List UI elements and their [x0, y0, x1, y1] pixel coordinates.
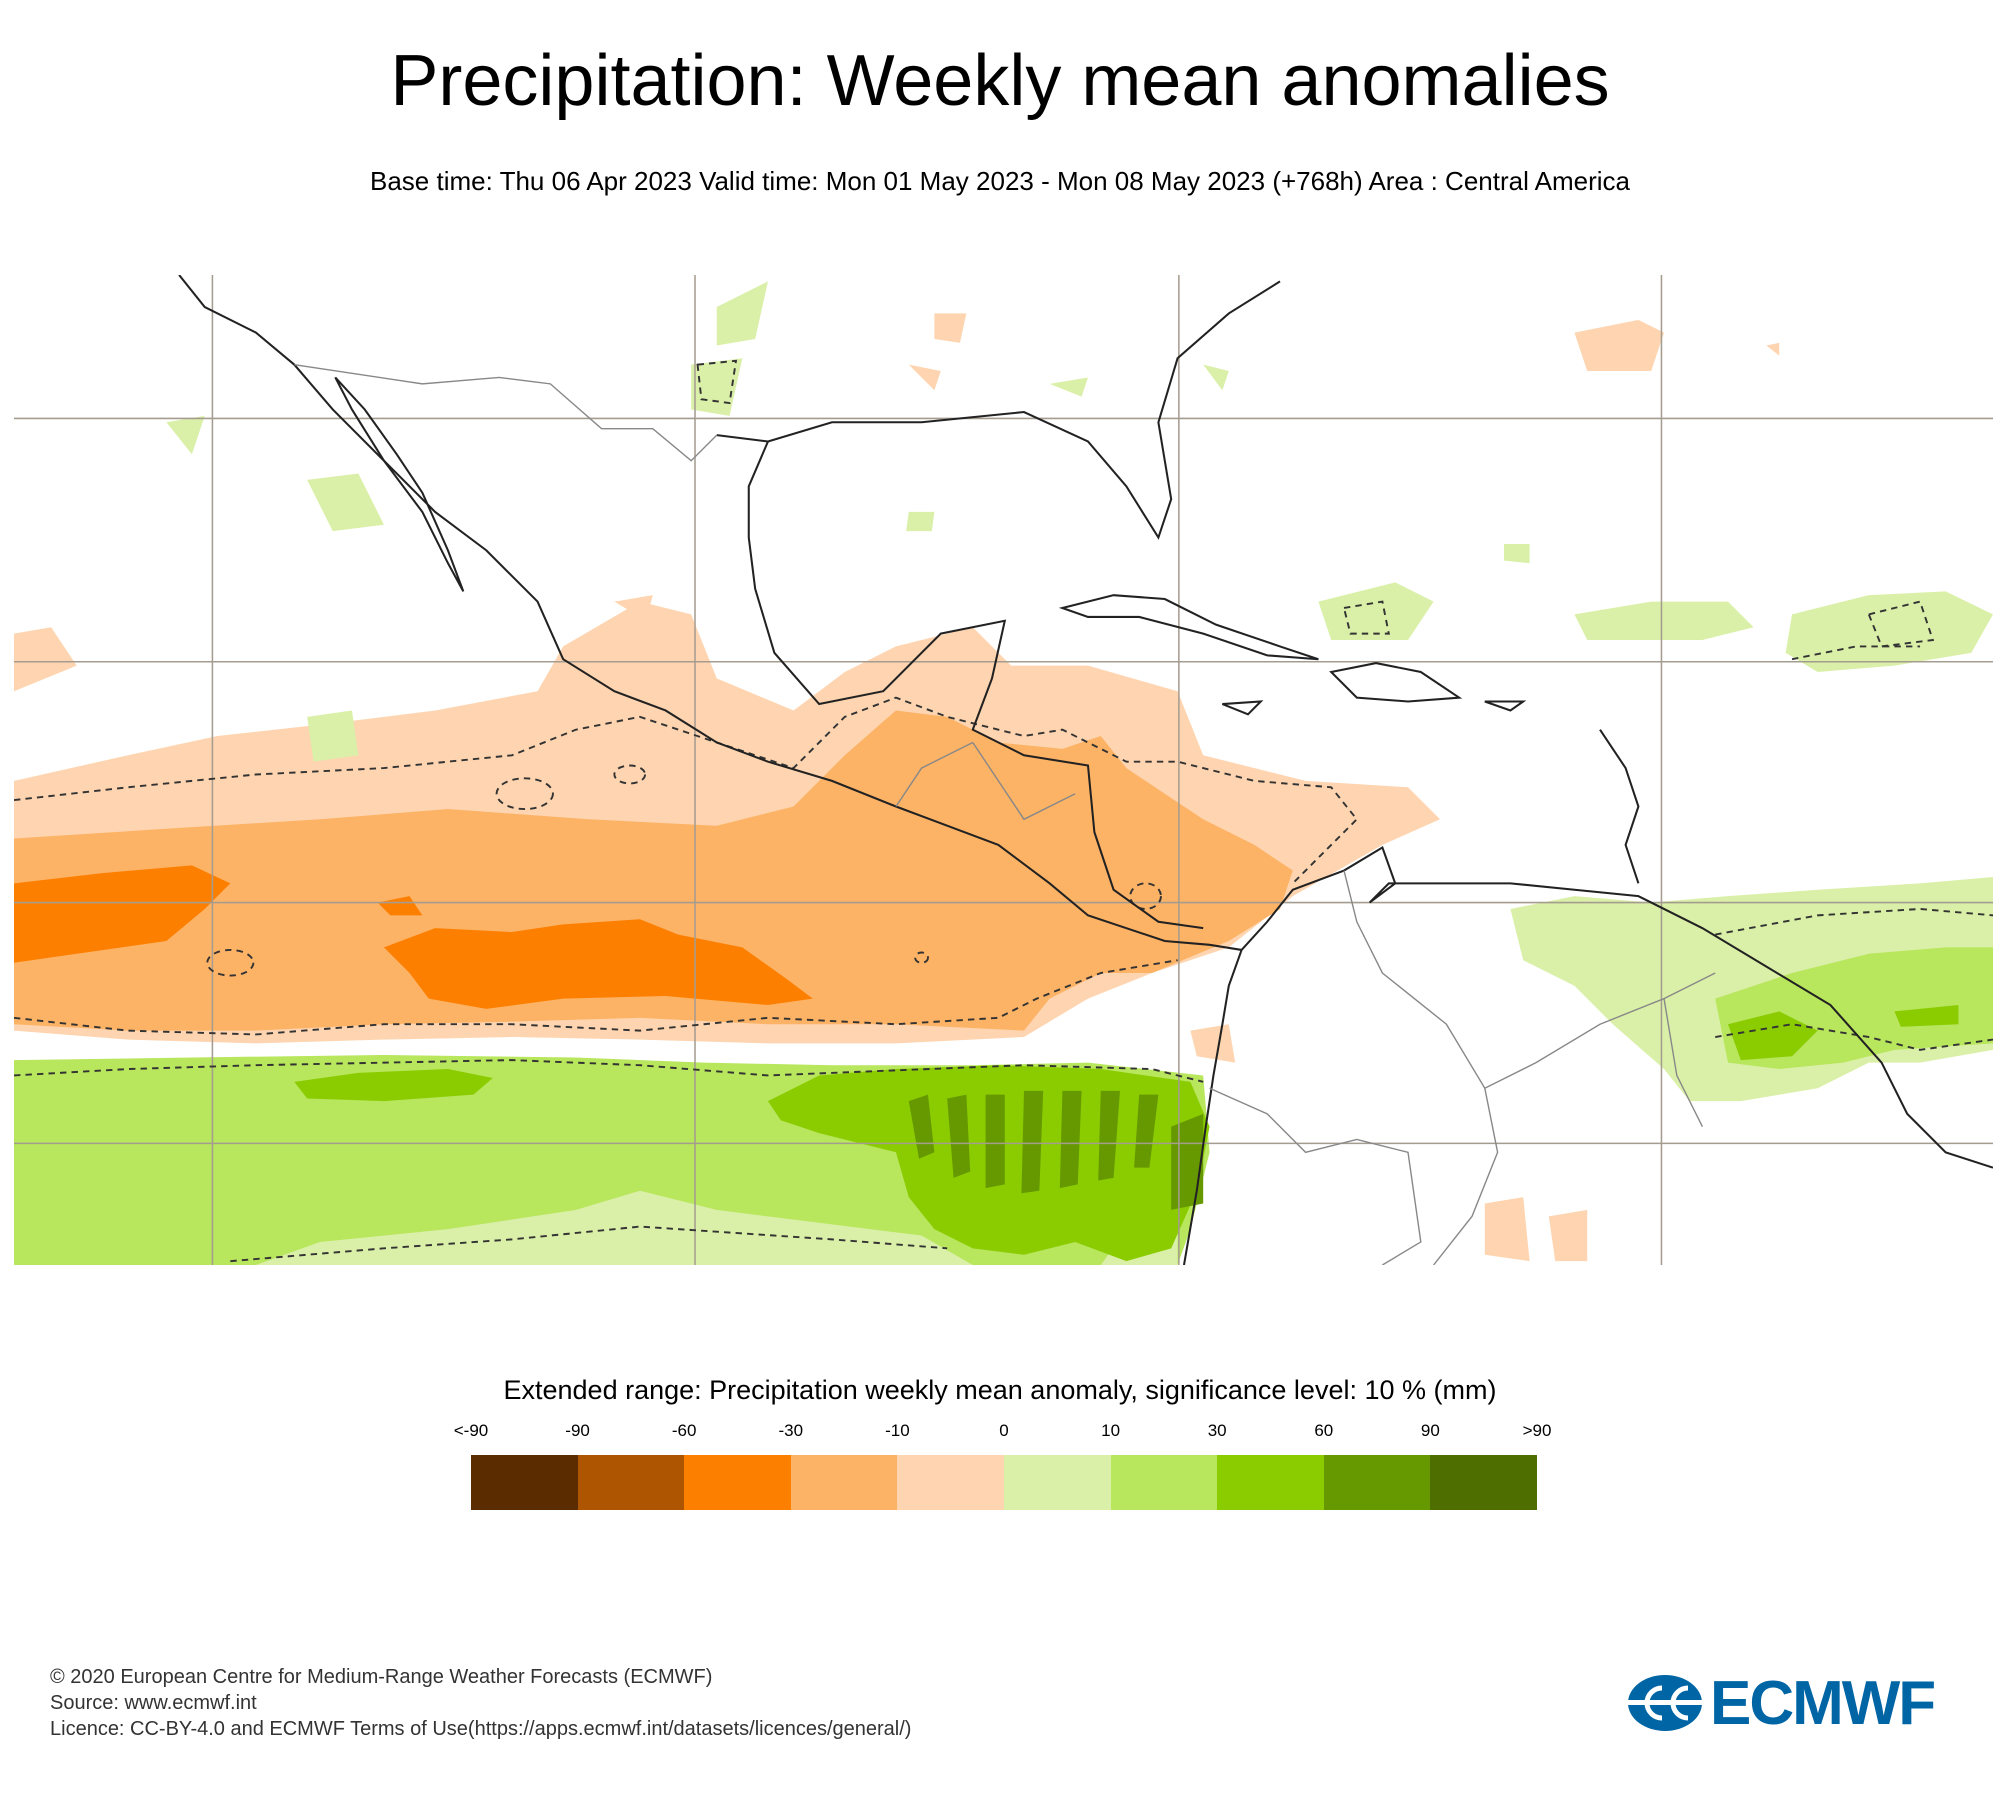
licence-text: Licence: CC-BY-4.0 and ECMWF Terms of Us…: [50, 1718, 912, 1740]
page-title: Precipitation: Weekly mean anomalies: [390, 41, 1610, 121]
legend-labels: <-90 -90 -60 -30 -10 0 10 30 60 90 >90: [454, 1421, 1552, 1441]
legend-label: -10: [885, 1421, 910, 1440]
legend-label: -30: [778, 1421, 804, 1440]
significance-contours: [14, 359, 1993, 1263]
legend-label: 60: [1314, 1421, 1334, 1440]
anomaly-area-plus90: [908, 1090, 1204, 1210]
legend-color-swatch: [1323, 1455, 1431, 1510]
legend-label: 0: [999, 1421, 1009, 1440]
legend-color-swatch: [1110, 1455, 1218, 1510]
legend-title: Extended range: Precipitation weekly mea…: [503, 1375, 1497, 1405]
legend-color-swatch: [471, 1455, 578, 1510]
precipitation-anomaly-map: [14, 275, 1993, 1265]
source-text: Source: www.ecmwf.int: [50, 1692, 257, 1714]
legend-label: >90: [1522, 1421, 1552, 1440]
anomaly-area-minus60: [14, 865, 813, 1009]
anomaly-area-scattered-peach: [614, 313, 1780, 1262]
coastlines: [178, 275, 1993, 1265]
legend-label: -90: [565, 1421, 590, 1440]
legend-label: -60: [671, 1421, 697, 1440]
legend-color-swatch: [1003, 1455, 1111, 1510]
legend-label: 30: [1207, 1421, 1227, 1440]
graticule: [14, 275, 1993, 1265]
anomaly-area-east-plus60: [1728, 1005, 1959, 1061]
anomaly-area-scattered: [166, 281, 1530, 762]
legend-color-swatch: [1217, 1455, 1324, 1510]
legend-label: 10: [1101, 1421, 1121, 1440]
anomaly-area-minus30: [14, 710, 1293, 1031]
legend-color-swatch: [897, 1455, 1004, 1510]
copyright-text: © 2020 European Centre for Medium-Range …: [50, 1666, 713, 1688]
ecmwf-logo-text: ECMWF: [1710, 1668, 1936, 1738]
ecmwf-logo-icon: [1626, 1675, 1704, 1731]
legend-label: <-90: [453, 1421, 489, 1440]
country-borders: [294, 363, 1716, 1265]
footer: © 2020 European Centre for Medium-Range …: [50, 1664, 911, 1742]
legend-color-swatch: [790, 1455, 898, 1510]
anomaly-area-plus10: [255, 1190, 1178, 1265]
ecmwf-logo: ECMWF: [1626, 1669, 1961, 1738]
legend-color-swatch: [684, 1455, 791, 1510]
legend-color-swatch: [577, 1455, 685, 1510]
legend-colorbar: [471, 1455, 1537, 1510]
page-subtitle: Base time: Thu 06 Apr 2023 Valid time: M…: [370, 166, 1630, 196]
legend-color-swatch: [1430, 1455, 1537, 1510]
legend-label: 90: [1420, 1421, 1440, 1440]
anomaly-area-plus60: [294, 1065, 1210, 1262]
